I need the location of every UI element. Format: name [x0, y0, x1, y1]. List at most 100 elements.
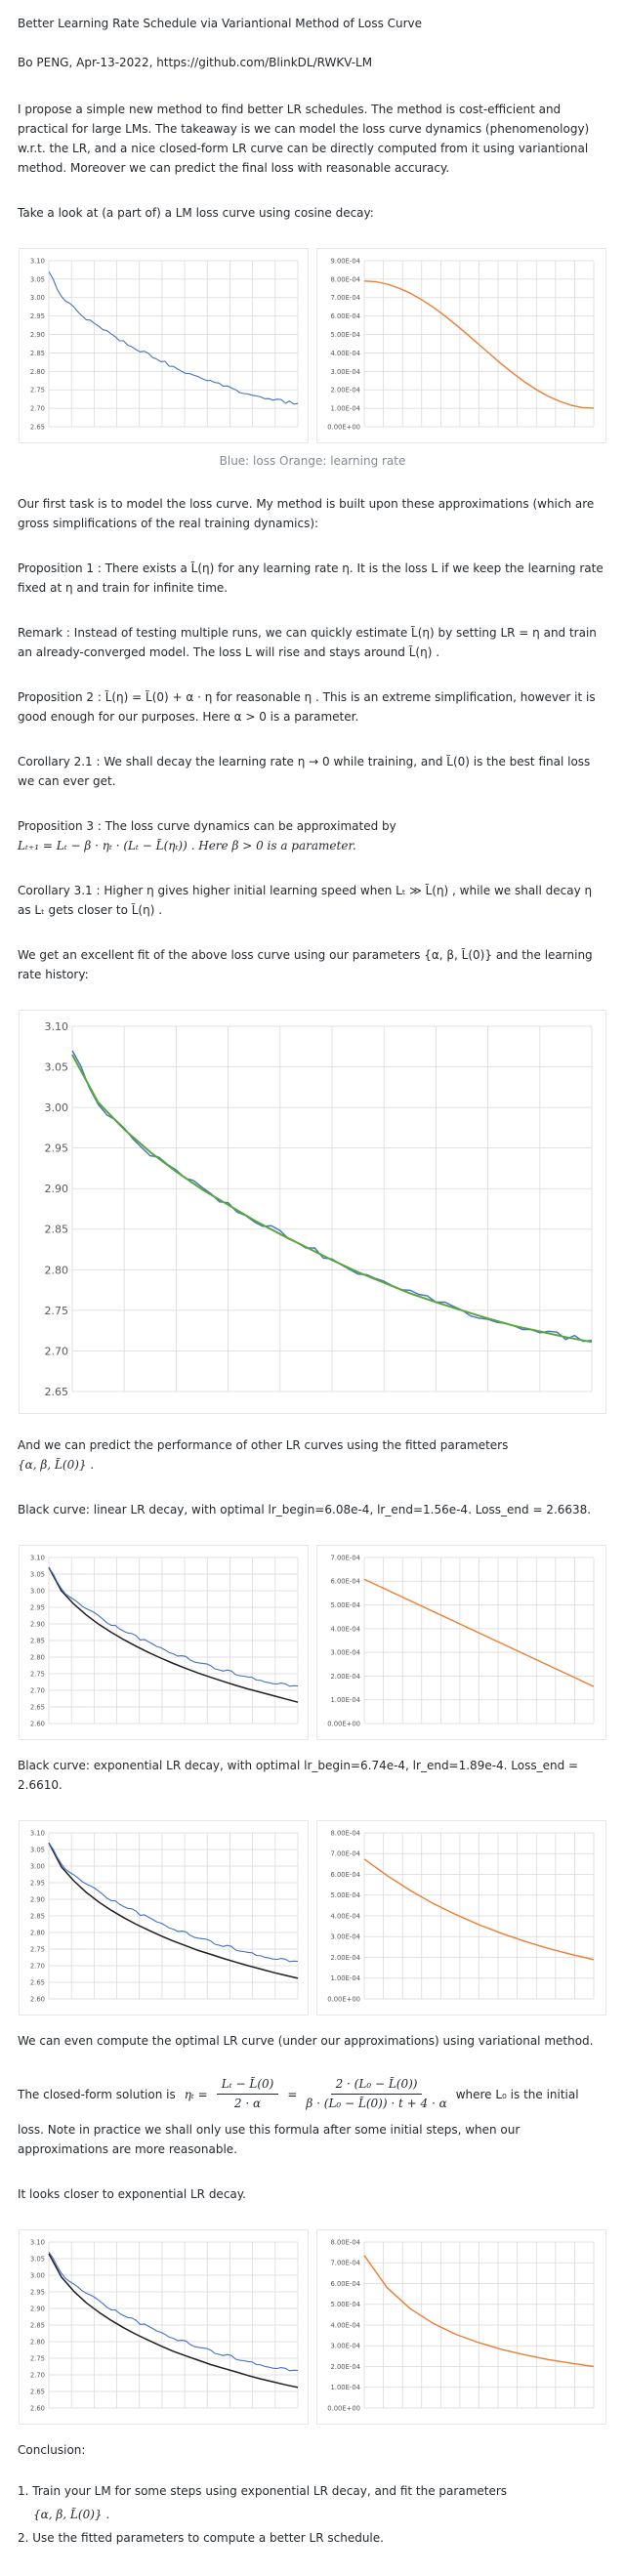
svg-text:2.90: 2.90 — [30, 1620, 45, 1628]
svg-text:2.65: 2.65 — [30, 2388, 45, 2395]
predict-parameters-formula: {α, β, L̃(0)} . — [18, 1458, 95, 1472]
chart-pair-cosine: 3.10 3.05 3.00 2.95 2.90 2.85 2.80 2.75 2.70 2.65… — [19, 248, 606, 443]
svg-text:5.00E-04: 5.00E-04 — [330, 1891, 360, 1899]
svg-text:2.60: 2.60 — [30, 1995, 45, 2003]
svg-text:1.00E-04: 1.00E-04 — [330, 2384, 360, 2391]
svg-text:2.80: 2.80 — [30, 2338, 45, 2346]
svg-text:1.00E-04: 1.00E-04 — [330, 1696, 360, 1704]
lr-chart-linear: 7.00E-04 6.00E-04 5.00E-04 4.00E-04 3.00E-04… — [316, 1545, 606, 1740]
fraction-2-denominator: β · (L₀ − L̃(0)) · t + 4 · α — [306, 2097, 447, 2110]
svg-text:0.00E+00: 0.00E+00 — [327, 1995, 360, 2003]
svg-text:3.00E-04: 3.00E-04 — [330, 1933, 360, 1941]
svg-text:6.00E-04: 6.00E-04 — [330, 312, 360, 320]
svg-text:2.80: 2.80 — [30, 1929, 45, 1936]
svg-text:2.70: 2.70 — [30, 2371, 45, 2379]
svg-text:2.70: 2.70 — [30, 1686, 45, 1694]
svg-text:2.75: 2.75 — [45, 1305, 69, 1317]
svg-text:2.65: 2.65 — [30, 1978, 45, 1986]
chart-pair-exponential: 3.10 3.05 3.00 2.95 2.90 2.85 2.80 2.75 2.70 2.65… — [19, 1820, 606, 2015]
svg-text:3.00: 3.00 — [30, 2271, 45, 2279]
svg-text:8.00E-04: 8.00E-04 — [330, 2238, 360, 2246]
svg-text:2.85: 2.85 — [45, 1224, 69, 1236]
closed-form-paragraph: The closed-form solution is ηₜ = Lₜ − L̃… — [18, 2076, 607, 2159]
byline: Bo PENG, Apr-13-2022, https://github.com… — [18, 56, 373, 69]
proposition-3: Proposition 3 : The loss curve dynamics … — [18, 816, 607, 855]
svg-text:2.80: 2.80 — [30, 1653, 45, 1661]
closed-form-prefix: The closed-form solution is — [18, 2087, 176, 2101]
conclusion-item-1: 1. Train your LM for some steps using ex… — [18, 2484, 508, 2498]
svg-text:2.95: 2.95 — [30, 2288, 45, 2296]
closed-form-eta: ηₜ = — [184, 2087, 208, 2101]
svg-text:6.00E-04: 6.00E-04 — [330, 1578, 360, 1586]
svg-text:2.65: 2.65 — [45, 1386, 69, 1398]
svg-text:3.00E-04: 3.00E-04 — [330, 368, 360, 376]
svg-text:4.00E-04: 4.00E-04 — [330, 2321, 360, 2329]
svg-text:2.80: 2.80 — [30, 368, 45, 376]
chart-pair-optimal: 3.10 3.05 3.00 2.95 2.90 2.85 2.80 2.75 2.70 2.65… — [19, 2229, 606, 2425]
svg-text:2.85: 2.85 — [30, 1912, 45, 1920]
closed-form-fraction-1: Lₜ − L̃(0) 2 · α — [216, 2076, 279, 2112]
proposition-1: Proposition 1 : There exists a L̃(η) for… — [18, 561, 604, 595]
svg-text:3.00E-04: 3.00E-04 — [330, 1649, 360, 1657]
closed-form-formula-row: The closed-form solution is ηₜ = Lₜ − L̃… — [18, 2076, 607, 2112]
svg-text:2.85: 2.85 — [30, 350, 45, 357]
svg-text:2.90: 2.90 — [30, 331, 45, 339]
cosine-intro: Take a look at (a part of) a LM loss cur… — [18, 206, 374, 220]
svg-text:2.00E-04: 2.00E-04 — [330, 2363, 360, 2371]
svg-text:2.90: 2.90 — [30, 1895, 45, 1903]
svg-text:2.70: 2.70 — [30, 405, 45, 413]
corollary-2-1: Corollary 2.1 : We shall decay the learn… — [18, 755, 591, 788]
svg-text:2.95: 2.95 — [45, 1143, 69, 1155]
proposition-3-formula: Lₜ₊₁ = Lₜ − β · ηₜ · (Lₜ − L̃(ηₜ)) . Her… — [18, 839, 356, 852]
conclusion-item-1-formula: {α, β, L̃(0)} . — [33, 2508, 110, 2521]
fraction-2-numerator: 2 · (L₀ − L̃(0)) — [330, 2076, 423, 2095]
svg-text:2.60: 2.60 — [30, 2404, 45, 2412]
svg-text:3.05: 3.05 — [30, 1846, 45, 1853]
svg-text:4.00E-04: 4.00E-04 — [330, 350, 360, 357]
fit-chart: 3.10 3.05 3.00 2.95 2.90 2.85 2.80 2.75 2.70 2.65 — [19, 1010, 606, 1414]
page-title: Better Learning Rate Schedule via Varian… — [18, 17, 423, 30]
fit-intro: We get an excellent fit of the above los… — [18, 948, 593, 981]
closed-form-suffix: where L₀ is the initial — [455, 2087, 579, 2101]
fraction-1-denominator: 2 · α — [233, 2097, 262, 2110]
fraction-1-numerator: Lₜ − L̃(0) — [216, 2076, 279, 2095]
svg-text:3.00E-04: 3.00E-04 — [330, 2343, 360, 2350]
proposition-2: Proposition 2 : L̃(η) = L̃(0) + α · η fo… — [18, 690, 596, 724]
svg-text:2.75: 2.75 — [30, 1670, 45, 1678]
svg-text:5.00E-04: 5.00E-04 — [330, 2301, 360, 2308]
svg-text:2.90: 2.90 — [45, 1183, 69, 1195]
svg-text:3.00: 3.00 — [30, 1587, 45, 1595]
svg-text:2.00E-04: 2.00E-04 — [330, 1954, 360, 1962]
svg-text:3.00: 3.00 — [30, 1862, 45, 1870]
svg-text:2.75: 2.75 — [30, 387, 45, 395]
svg-text:2.95: 2.95 — [30, 1603, 45, 1611]
svg-text:4.00E-04: 4.00E-04 — [330, 1625, 360, 1633]
svg-text:2.95: 2.95 — [30, 312, 45, 320]
svg-text:3.05: 3.05 — [45, 1061, 69, 1074]
linear-decay-text: Black curve: linear LR decay, with optim… — [18, 1503, 592, 1517]
predict-text-line: And we can predict the performance of ot… — [18, 1438, 509, 1452]
svg-text:8.00E-04: 8.00E-04 — [330, 1829, 360, 1837]
lr-chart-cosine: 9.00E-04 8.00E-04 7.00E-04 6.00E-04 5.00E-04… — [316, 248, 606, 443]
svg-text:3.10: 3.10 — [45, 1020, 69, 1033]
lr-chart-exponential: 8.00E-04 7.00E-04 6.00E-04 5.00E-04 4.00E-04… — [316, 1820, 606, 2015]
svg-text:3.00: 3.00 — [45, 1101, 69, 1114]
closer-text: It looks closer to exponential LR decay. — [18, 2187, 246, 2201]
chart-pair-linear: 3.10 3.05 3.00 2.95 2.90 2.85 2.80 2.75 2.70 2.65… — [19, 1545, 606, 1740]
svg-text:3.05: 3.05 — [30, 1570, 45, 1578]
variational-text: We can even compute the optimal LR curve… — [18, 2034, 594, 2048]
conclusion-item-2: 2. Use the fitted parameters to compute … — [18, 2531, 384, 2545]
svg-text:2.75: 2.75 — [30, 1945, 45, 1953]
svg-text:7.00E-04: 7.00E-04 — [330, 1850, 360, 1858]
svg-text:2.60: 2.60 — [30, 1720, 45, 1727]
svg-text:2.65: 2.65 — [30, 1703, 45, 1711]
svg-text:1.00E-04: 1.00E-04 — [330, 1974, 360, 1982]
lr-chart-optimal: 8.00E-04 7.00E-04 6.00E-04 5.00E-04 4.00E-04… — [316, 2229, 606, 2425]
predict-text: And we can predict the performance of ot… — [18, 1435, 607, 1475]
svg-text:2.70: 2.70 — [30, 1962, 45, 1970]
svg-text:2.85: 2.85 — [30, 1637, 45, 1644]
svg-text:2.65: 2.65 — [30, 423, 45, 431]
svg-text:2.95: 2.95 — [30, 1879, 45, 1887]
svg-text:5.00E-04: 5.00E-04 — [330, 331, 360, 339]
